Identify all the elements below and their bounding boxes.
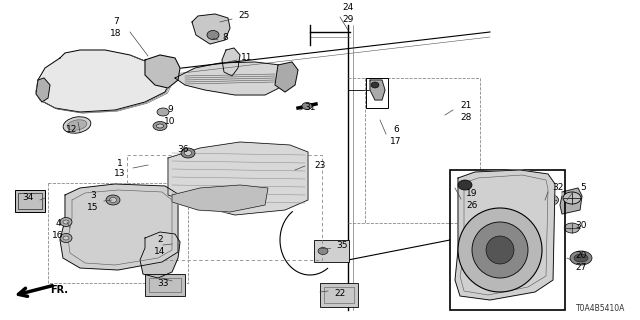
- Polygon shape: [455, 170, 555, 300]
- Ellipse shape: [243, 151, 253, 158]
- Ellipse shape: [63, 236, 69, 240]
- Text: 14: 14: [154, 246, 166, 255]
- Text: 10: 10: [164, 117, 176, 126]
- Bar: [366, 78, 388, 108]
- Text: 30: 30: [575, 220, 587, 229]
- Text: FR.: FR.: [50, 285, 68, 295]
- Polygon shape: [172, 185, 268, 212]
- Text: 33: 33: [157, 279, 169, 289]
- Polygon shape: [275, 62, 298, 92]
- Text: 4: 4: [55, 220, 61, 228]
- Text: 23: 23: [314, 161, 326, 170]
- Circle shape: [486, 236, 514, 264]
- Bar: [320, 283, 358, 307]
- Text: 9: 9: [167, 106, 173, 115]
- Text: 12: 12: [67, 125, 77, 134]
- Polygon shape: [222, 48, 240, 76]
- Bar: [149, 278, 181, 292]
- Bar: [48, 183, 188, 283]
- Bar: [145, 274, 185, 296]
- Ellipse shape: [63, 220, 69, 224]
- Text: 29: 29: [342, 14, 354, 23]
- Ellipse shape: [574, 254, 588, 262]
- Ellipse shape: [109, 197, 116, 203]
- Text: T0A4B5410A: T0A4B5410A: [575, 304, 625, 313]
- Bar: [314, 240, 349, 262]
- Polygon shape: [370, 80, 385, 100]
- Bar: [450, 170, 565, 310]
- Bar: [15, 190, 45, 212]
- Polygon shape: [192, 14, 230, 44]
- Text: 24: 24: [342, 4, 354, 12]
- Text: 28: 28: [460, 113, 472, 122]
- Text: 3: 3: [90, 191, 96, 201]
- Ellipse shape: [157, 124, 163, 128]
- Polygon shape: [36, 50, 170, 112]
- Ellipse shape: [207, 30, 219, 39]
- Bar: [324, 287, 354, 303]
- Text: 11: 11: [241, 52, 253, 61]
- Polygon shape: [60, 184, 178, 270]
- Ellipse shape: [371, 82, 379, 88]
- Text: 34: 34: [22, 194, 34, 203]
- Bar: [127, 155, 322, 260]
- Ellipse shape: [153, 122, 167, 131]
- Text: 18: 18: [110, 28, 122, 37]
- Text: 13: 13: [115, 170, 125, 179]
- Text: 6: 6: [393, 125, 399, 134]
- Text: 2: 2: [157, 236, 163, 244]
- Text: 27: 27: [575, 262, 587, 271]
- Ellipse shape: [60, 218, 72, 227]
- Text: 35: 35: [336, 242, 348, 251]
- Polygon shape: [168, 142, 308, 215]
- Polygon shape: [140, 232, 180, 278]
- Ellipse shape: [564, 223, 579, 233]
- Text: 36: 36: [177, 146, 189, 155]
- Ellipse shape: [60, 234, 72, 243]
- Circle shape: [472, 222, 528, 278]
- Ellipse shape: [458, 180, 472, 190]
- Text: 25: 25: [238, 12, 250, 20]
- Text: 22: 22: [334, 290, 346, 299]
- Bar: [18, 193, 42, 209]
- Text: 17: 17: [390, 137, 402, 146]
- Circle shape: [458, 208, 542, 292]
- Polygon shape: [560, 188, 582, 214]
- Ellipse shape: [67, 120, 87, 130]
- Bar: [365, 78, 480, 223]
- Text: 32: 32: [552, 183, 564, 193]
- Ellipse shape: [563, 192, 581, 204]
- Text: 15: 15: [87, 203, 99, 212]
- Ellipse shape: [106, 195, 120, 205]
- Text: 5: 5: [580, 183, 586, 193]
- Ellipse shape: [181, 148, 195, 158]
- Ellipse shape: [63, 117, 91, 133]
- Text: 7: 7: [113, 18, 119, 27]
- Ellipse shape: [157, 108, 169, 116]
- Text: 16: 16: [52, 230, 64, 239]
- Ellipse shape: [318, 247, 328, 254]
- Ellipse shape: [570, 251, 592, 265]
- Polygon shape: [175, 62, 290, 95]
- Text: 31: 31: [304, 103, 316, 113]
- Text: 8: 8: [222, 34, 228, 43]
- Ellipse shape: [184, 150, 191, 156]
- Polygon shape: [145, 55, 180, 88]
- Polygon shape: [36, 78, 50, 102]
- Text: 21: 21: [460, 101, 472, 110]
- Text: 26: 26: [467, 201, 477, 210]
- Ellipse shape: [545, 195, 559, 205]
- Text: 20: 20: [575, 252, 587, 260]
- Text: 1: 1: [117, 158, 123, 167]
- Text: 19: 19: [467, 189, 477, 198]
- Ellipse shape: [302, 102, 312, 109]
